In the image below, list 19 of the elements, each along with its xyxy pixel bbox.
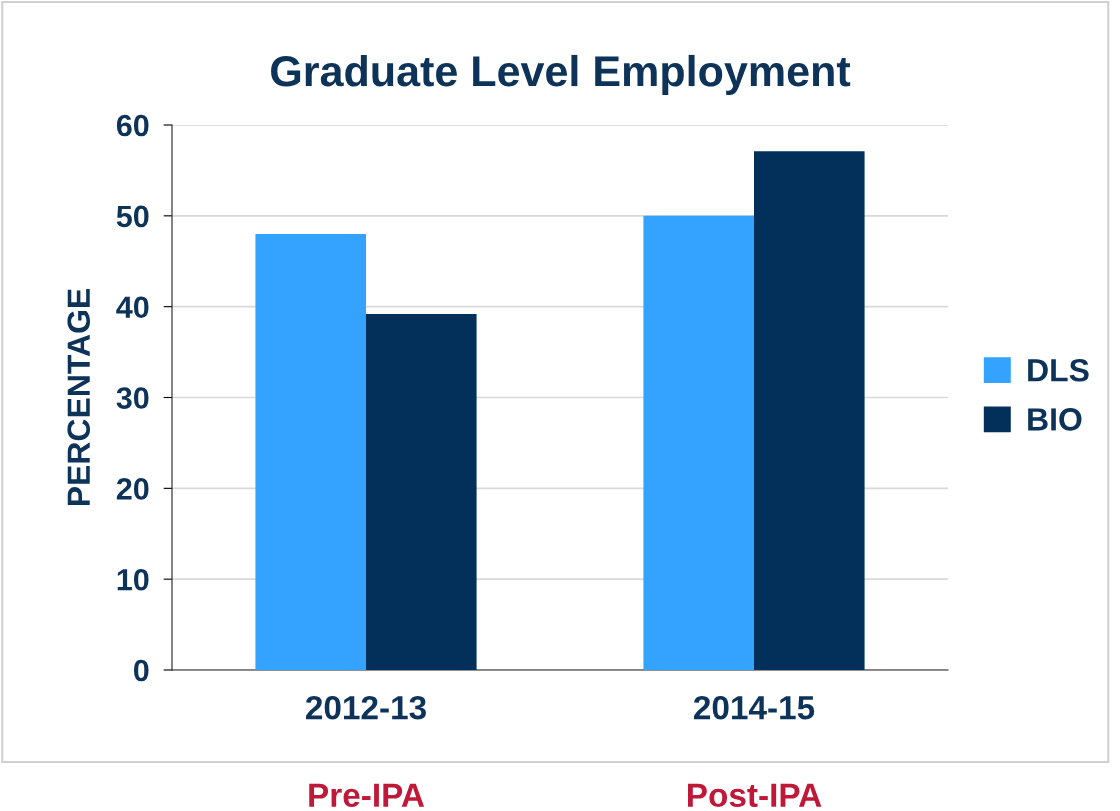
y-axis-title: PERCENTAGE [67,288,91,506]
text: Post-IPA [688,783,822,808]
chart-title: Graduate Level Employment [271,54,851,96]
y-tick-label: 20 [116,478,149,500]
bar [366,313,477,670]
bar [255,234,366,670]
bar [754,151,865,670]
x-tick-label: 2014-15 [694,695,815,720]
y-tick-label: 50 [116,205,149,228]
y-tick-label: 10 [117,568,149,591]
y-tick-label: 30 [116,387,149,409]
x-tick-label: 2012-13 [306,695,426,720]
legend-label: BIO [1028,408,1082,431]
y-tick-label: 0 [133,659,149,682]
y-tick-label: 40 [116,296,149,319]
y-tick-label: 60 [116,114,149,137]
legend-label: DLS [1028,358,1089,382]
text: Pre-IPA [309,783,425,808]
bar [643,215,754,670]
